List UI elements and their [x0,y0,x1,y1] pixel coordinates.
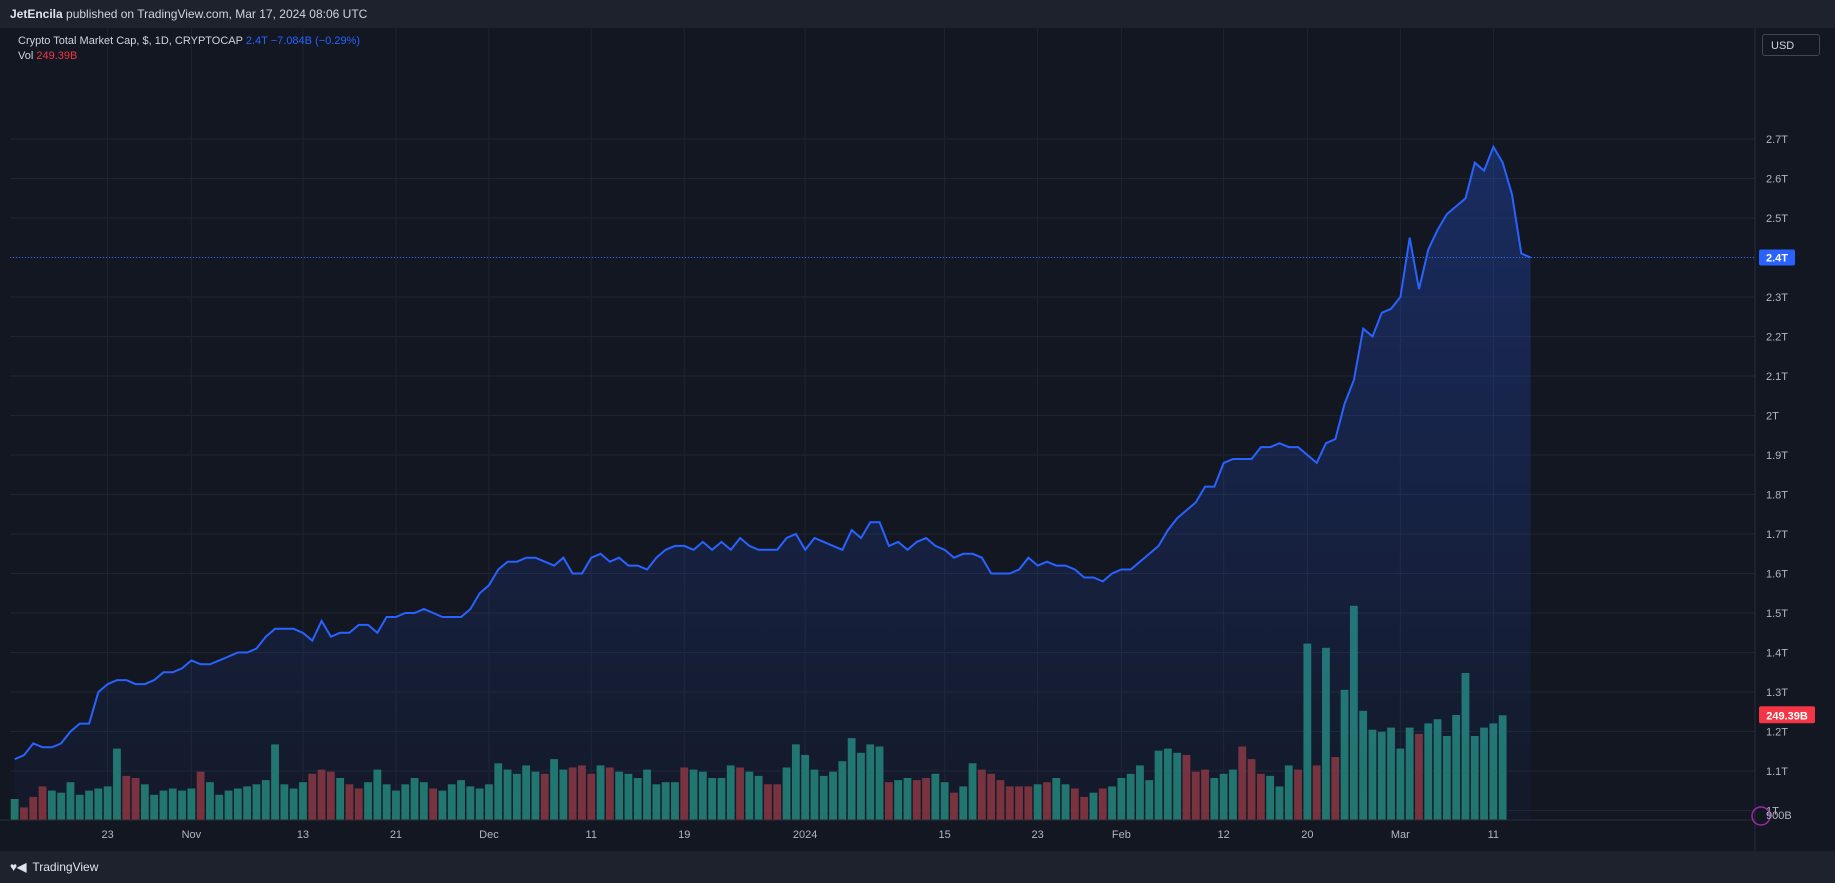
price-tick-label: 1.4T [1766,648,1788,660]
legend-price: 2.4T [245,35,268,47]
legend-volume-row: Vol 249.39B [18,49,360,64]
price-tick-label: 1.2T [1766,727,1788,739]
legend-vol-value: 249.39B [36,50,78,62]
last-price-tag [1759,249,1795,266]
time-tick-label: 23 [102,829,114,841]
price-tick-label: 2.3T [1766,292,1788,304]
time-tick-label: 13 [297,829,309,841]
time-tick-label: Dec [479,829,499,841]
price-tick-label: 2.6T [1766,174,1788,186]
time-tick-label: 2024 [793,829,817,841]
price-tick-label: 1.5T [1766,608,1788,620]
time-tick-label: 21 [390,829,402,841]
footer-brand[interactable]: TradingView [32,860,99,874]
last-price-tag-label: 2.4T [1766,253,1788,265]
price-tick-label: 2T [1766,411,1779,423]
price-tick-label: 1.9T [1766,450,1788,462]
time-tick-label: 20 [1301,829,1313,841]
price-tick-label: 2.5T [1766,213,1788,225]
time-tick-label: Feb [1112,829,1131,841]
price-axis[interactable]: 1T1.1T1.2T1.3T1.4T1.5T1.6T1.7T1.8T1.9T2T… [1754,28,1788,851]
legend-change: −7.084B (−0.29%) [270,35,361,47]
publish-header: JetEncila published on TradingView.com, … [0,0,1835,28]
time-tick-label: 11 [586,829,597,841]
time-tick-label: 15 [939,829,951,841]
price-tick-label: 2.7T [1766,134,1788,146]
price-tick-label: 1.1T [1766,766,1788,778]
price-tick-label: 1.8T [1766,490,1788,502]
price-line[interactable] [14,144,1531,761]
time-tick-label: 23 [1032,829,1044,841]
price-tick-label: 2.2T [1766,332,1788,344]
time-tick-label: Mar [1391,829,1410,841]
legend-symbol-title[interactable]: Crypto Total Market Cap, $, 1D, CRYPTOCA… [18,35,243,47]
legend-main-row: Crypto Total Market Cap, $, 1D, CRYPTOCA… [18,34,360,49]
time-tick-label: Nov [182,829,202,841]
volume-scale-icon [1751,806,1771,826]
time-tick-label: 11 [1488,829,1499,841]
time-axis[interactable]: 23 Nov 13 21 Dec 11 19 2024 15 23 Feb 12 20 Mar 11 [0,819,1755,841]
legend-vol-label[interactable]: Vol [18,50,34,62]
price-tick-label: 2.1T [1766,371,1788,383]
time-tick-label: 19 [678,829,690,841]
axis-tags: 2.4T 249.39B 900B [1751,249,1815,826]
publish-info: published on TradingView.com, Mar 17, 20… [62,7,368,21]
price-tick-label: 1.3T [1766,687,1788,699]
last-volume-tag-label: 249.39B [1766,710,1808,722]
tradingview-logo-icon[interactable]: ♥◀ [10,860,27,874]
price-area-fill [14,146,1531,820]
chart-frame[interactable]: 1T 1.1T 1.2T 1.3T 1.4T 1.5T 1.6T 1.7T 1.8T 1.9T 2T… [0,28,1835,851]
volume-bar [10,799,19,820]
currency-button[interactable]: USD [1762,34,1820,56]
volume-axis-label: 900B [1766,810,1792,822]
author-name[interactable]: JetEncila [10,7,63,21]
price-tick-label: 1.7T [1766,529,1788,541]
chart-svg[interactable]: 1T1.1T1.2T1.3T1.4T1.5T1.6T1.7T1.8T1.9T2T… [0,28,1835,851]
price-tick-label: 1.6T [1766,569,1788,581]
time-tick-label: 12 [1218,829,1230,841]
footer-bar: ♥◀ TradingView [0,851,1835,883]
last-volume-tag [1759,706,1815,724]
chart-legend: Crypto Total Market Cap, $, 1D, CRYPTOCA… [18,34,360,64]
